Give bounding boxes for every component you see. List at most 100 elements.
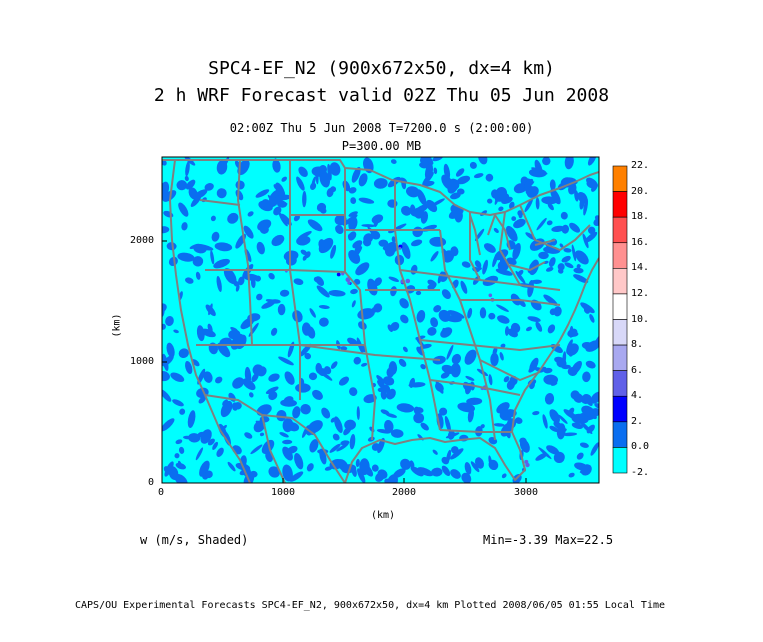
field-texture-blob — [593, 218, 599, 227]
field-texture-blob — [421, 157, 434, 165]
field-texture-blob — [450, 246, 459, 257]
field-texture-blob — [409, 460, 415, 469]
field-texture-blob — [538, 447, 552, 460]
field-texture-blob — [296, 176, 305, 191]
field-texture-blob — [461, 472, 472, 483]
field-texture-blob — [177, 252, 195, 262]
field-texture-blob — [410, 209, 425, 217]
field-texture-blob — [551, 225, 566, 232]
colorbar-swatch — [612, 242, 628, 269]
field-texture-blob — [580, 302, 595, 314]
field-texture-blob — [490, 352, 499, 367]
field-texture-blob — [178, 446, 185, 454]
field-texture-blob — [249, 392, 254, 398]
field-texture-blob — [585, 340, 599, 352]
colorbar-swatch — [612, 268, 628, 295]
field-texture-blob — [259, 432, 265, 437]
field-texture-blob — [329, 459, 344, 470]
field-texture-blob — [386, 474, 398, 483]
colorbar-swatch — [612, 319, 628, 346]
y-axis-label: (km) — [111, 313, 123, 338]
field-texture-blob — [497, 260, 509, 272]
colorbar-label: 12. — [631, 287, 650, 299]
colorbar-label: 2. — [631, 415, 644, 427]
field-texture-blob — [440, 327, 453, 338]
field-texture-blob — [286, 422, 300, 432]
field-texture-blob — [433, 305, 442, 313]
field-texture-blob — [200, 429, 212, 444]
field-texture-blob — [347, 233, 354, 240]
colorbar-label: 20. — [631, 185, 650, 197]
field-texture-blob — [343, 426, 352, 436]
field-texture-blob — [524, 198, 533, 213]
field-texture-blob — [558, 414, 568, 424]
field-texture-blob — [192, 256, 204, 267]
field-texture-blob — [579, 442, 589, 448]
field-texture-blob — [268, 373, 280, 382]
field-texture-blob — [580, 394, 592, 404]
field-texture-blob — [376, 375, 385, 384]
field-texture-blob — [329, 162, 341, 176]
field-texture-blob — [474, 260, 482, 269]
field-texture-blob — [335, 224, 344, 235]
field-texture-blob — [362, 238, 372, 247]
field-texture-blob — [550, 381, 558, 386]
field-texture-blob — [348, 216, 358, 231]
field-texture-blob — [216, 276, 222, 292]
field-texture-blob — [278, 356, 294, 366]
field-texture-blob — [308, 372, 318, 381]
field-texture-blob — [447, 430, 455, 440]
field-texture-blob — [330, 244, 337, 259]
field-texture-blob — [329, 443, 341, 453]
field-texture-blob — [594, 215, 599, 221]
field-texture-blob — [430, 317, 439, 328]
field-texture-blob — [242, 378, 256, 391]
field-texture-blob — [515, 270, 526, 284]
field-texture-blob — [441, 289, 451, 299]
field-texture-blob — [427, 279, 437, 287]
field-texture-blob — [480, 424, 485, 429]
field-texture-blob — [424, 163, 434, 181]
field-texture-blob — [330, 186, 337, 193]
field-texture-blob — [451, 353, 462, 365]
field-texture-blob — [208, 303, 213, 316]
field-texture-blob — [193, 189, 208, 200]
colorbar-label: 8. — [631, 339, 644, 351]
field-texture-blob — [247, 211, 254, 217]
field-texture-blob — [568, 407, 575, 416]
field-texture-blob — [385, 413, 397, 418]
y-tick-1000: 1000 — [130, 356, 155, 367]
field-texture-blob — [315, 276, 325, 286]
field-texture-blob — [474, 457, 485, 469]
field-texture-blob — [294, 453, 304, 470]
field-texture-blob — [280, 399, 297, 407]
us-mexico-border — [204, 394, 346, 483]
field-texture-blob — [195, 271, 201, 280]
field-texture-blob — [564, 262, 574, 269]
field-texture-blob — [491, 189, 499, 199]
field-texture-blob — [170, 372, 185, 383]
field-texture-blob — [447, 310, 465, 319]
field-texture-blob — [304, 352, 312, 360]
field-texture-blob — [553, 421, 563, 430]
colorbar — [612, 165, 628, 474]
field-texture-blob — [268, 272, 275, 280]
field-texture-blob — [184, 175, 189, 182]
field-texture-blob — [430, 251, 439, 262]
field-texture-blob — [203, 371, 213, 383]
field-texture-blob — [524, 178, 534, 188]
colorbar-swatch — [612, 293, 628, 320]
field-texture-blob — [282, 464, 293, 482]
field-texture-blob — [420, 363, 426, 370]
field-texture-blob — [319, 170, 330, 188]
field-texture-blob — [546, 220, 553, 226]
field-texture-blob — [227, 461, 236, 472]
field-texture-blob — [571, 422, 584, 429]
field-texture-blob — [183, 435, 192, 440]
field-texture-blob — [594, 403, 599, 409]
field-texture-blob — [550, 188, 561, 205]
field-texture-blob — [178, 202, 189, 217]
field-texture-blob — [309, 439, 319, 453]
field-texture-blob — [398, 358, 407, 367]
field-texture-blob — [441, 465, 451, 477]
